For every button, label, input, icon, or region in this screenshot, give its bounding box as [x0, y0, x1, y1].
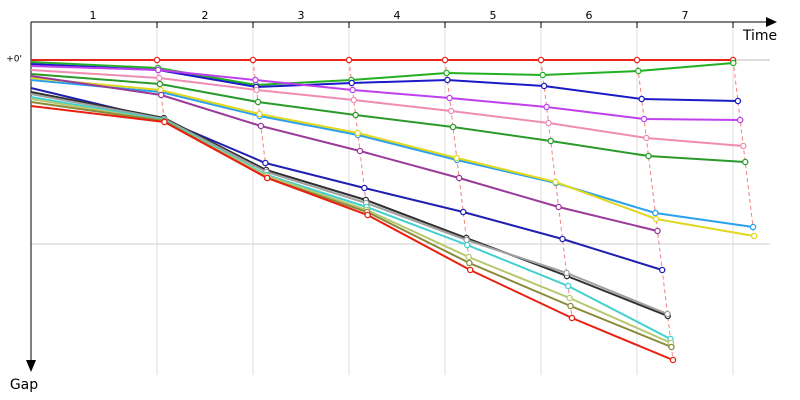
point: [539, 71, 547, 79]
point: [736, 116, 744, 124]
point: [734, 97, 742, 105]
point: [354, 129, 362, 137]
point: [668, 343, 675, 351]
point: [750, 232, 758, 240]
series-line: [30, 101, 672, 348]
point: [262, 159, 269, 167]
x-tick-label: 4: [394, 9, 401, 22]
point: [563, 269, 570, 277]
y-arrow: [26, 360, 36, 372]
y-axis-label: Gap: [10, 377, 38, 393]
point: [154, 66, 162, 74]
point: [669, 356, 677, 364]
point: [447, 107, 455, 115]
point: [256, 110, 263, 118]
series-line: [30, 73, 746, 163]
point: [364, 211, 371, 219]
point: [345, 56, 353, 64]
point: [730, 59, 737, 67]
point: [349, 86, 356, 94]
point: [741, 158, 749, 166]
point: [552, 178, 559, 186]
lap-connector: [540, 59, 573, 319]
point: [348, 79, 356, 87]
x-axis-label: Time: [742, 28, 777, 44]
point: [444, 76, 451, 84]
point: [257, 122, 265, 130]
point: [361, 184, 368, 192]
point: [555, 203, 562, 211]
x-tick-label: 7: [682, 9, 689, 22]
point: [453, 154, 461, 162]
point: [540, 82, 548, 90]
point: [638, 95, 645, 103]
point: [658, 266, 666, 274]
x-tick-label: 2: [202, 9, 209, 22]
y-tick-label: +0': [6, 55, 22, 65]
point: [652, 209, 659, 217]
point: [547, 137, 554, 145]
point: [455, 174, 463, 182]
point: [564, 282, 572, 290]
point: [654, 227, 661, 235]
point: [567, 302, 574, 310]
point: [466, 259, 473, 267]
point: [155, 74, 163, 82]
point: [156, 80, 164, 88]
point: [253, 86, 260, 94]
point: [263, 174, 271, 182]
point: [643, 134, 650, 142]
point: [441, 56, 449, 64]
point: [537, 56, 545, 64]
point: [749, 223, 757, 231]
point: [466, 266, 474, 274]
point: [633, 56, 641, 64]
point: [157, 91, 165, 99]
point: [543, 103, 550, 111]
point: [449, 123, 457, 131]
point: [459, 208, 467, 216]
point: [153, 56, 161, 64]
series-line: [30, 77, 755, 237]
x-tick-label: 5: [490, 9, 497, 22]
point: [350, 96, 358, 104]
x-tick-label: 1: [90, 9, 97, 22]
point: [465, 253, 472, 261]
point: [463, 241, 471, 249]
point: [640, 115, 648, 123]
series-line: [30, 79, 754, 228]
point: [664, 310, 671, 318]
series-line: [30, 63, 738, 102]
series-line: [30, 69, 744, 147]
point: [252, 76, 259, 84]
point: [254, 98, 262, 106]
point: [352, 111, 359, 119]
point: [652, 215, 660, 223]
point: [740, 142, 747, 150]
x-arrow: [766, 17, 777, 27]
series-line: [30, 65, 741, 121]
lap-connector: [732, 59, 755, 237]
point: [645, 152, 652, 160]
point: [559, 235, 566, 243]
point: [249, 56, 257, 64]
point: [568, 314, 576, 322]
point: [161, 118, 168, 126]
point: [356, 147, 364, 155]
point: [446, 94, 453, 102]
series-line: [30, 98, 672, 344]
point: [566, 294, 573, 302]
lap-connector: [444, 59, 471, 271]
point: [443, 69, 450, 77]
point: [635, 67, 642, 75]
x-tick-label: 6: [586, 9, 593, 22]
x-tick-label: 3: [298, 9, 305, 22]
point: [545, 119, 552, 127]
